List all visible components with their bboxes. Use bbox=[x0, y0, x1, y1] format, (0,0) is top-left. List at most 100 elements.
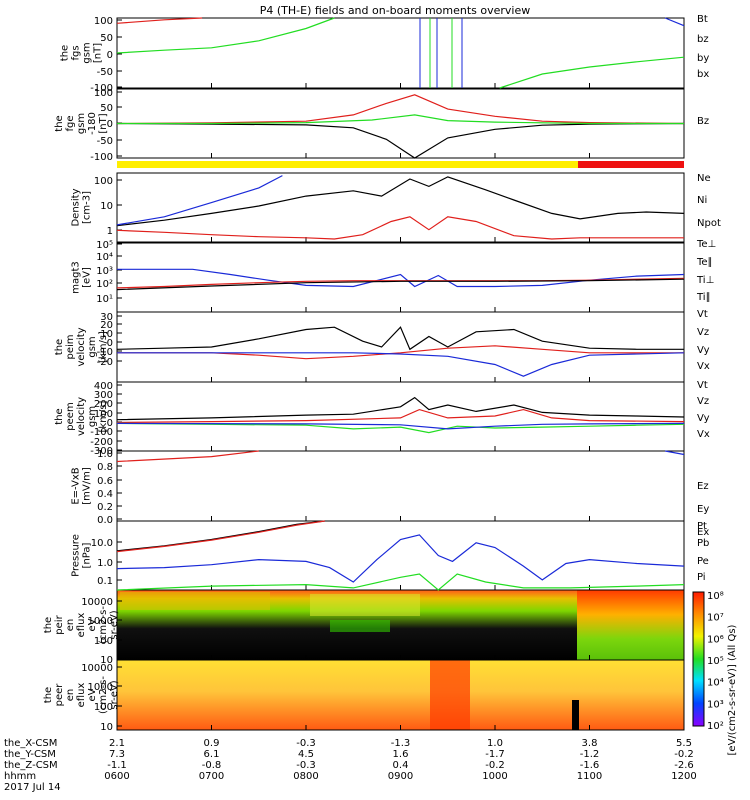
ylabel-peir: en bbox=[65, 619, 76, 632]
ytick-label-pressure: 1.0 bbox=[97, 558, 113, 569]
ytick-label-efield: 0.2 bbox=[97, 502, 113, 513]
ytick-label-peim: 0 bbox=[107, 338, 113, 349]
ytick-label-density: 1 bbox=[107, 226, 113, 237]
ytick-label-temp: 10³ bbox=[96, 266, 113, 277]
series-the-fgs-gsm-by bbox=[116, 17, 335, 54]
chart-title: P4 (TH-E) fields and on-board moments ov… bbox=[260, 4, 531, 17]
ylabel-peer: eflux bbox=[76, 683, 87, 708]
ytick-label-peer: 10000 bbox=[81, 663, 113, 674]
series-the-fgs-gsm-by bbox=[499, 56, 685, 89]
axis-date: 2017 Jul 14 bbox=[4, 782, 61, 793]
series-Pressure-Pb bbox=[116, 520, 325, 553]
ytick-label-peim: 10 bbox=[100, 329, 113, 340]
ytick-label-fgs: -100 bbox=[90, 83, 113, 94]
series-magt3-Ti⊥ bbox=[117, 268, 685, 288]
colorbar-tick: 10³ bbox=[707, 699, 724, 710]
ytick-label-fge: -50 bbox=[97, 136, 113, 147]
legend-peem-0: Vt bbox=[697, 380, 708, 391]
ylabel-peer: (cm2-s- bbox=[98, 676, 109, 714]
legend-density-1: Ni bbox=[697, 195, 707, 206]
ylabel-fgs: the bbox=[60, 45, 71, 61]
ylabel-peer: sr-eV) bbox=[109, 680, 120, 709]
series-the-peim-velocity-gsm-Vx bbox=[117, 352, 685, 377]
ylabel-fge: [nT] bbox=[98, 113, 109, 133]
ytick-label-efield: 1.0 bbox=[97, 449, 113, 460]
legend-pressure-2: Pe bbox=[697, 556, 709, 567]
ytick-label-peem: -200 bbox=[90, 437, 113, 448]
axis-value: -0.2 bbox=[674, 749, 694, 760]
legend-temp-2: Ti⊥ bbox=[696, 275, 714, 286]
series-the-peem-velocity-gsm-Vx bbox=[116, 422, 685, 430]
axis-value: -2.6 bbox=[674, 760, 694, 771]
axis-value: 6.1 bbox=[204, 749, 220, 760]
axis-value: 2.1 bbox=[109, 738, 125, 749]
ylabel-fge: fge bbox=[65, 115, 76, 131]
series-the-fge-gsm-180-bz bbox=[116, 94, 685, 125]
legend-temp-3: Ti∥ bbox=[696, 292, 711, 303]
ylabel-peer: eV bbox=[87, 688, 98, 701]
peer-green-patch bbox=[330, 620, 390, 632]
axis-value: 7.3 bbox=[109, 749, 125, 760]
x-axis-table: the_X-CSM 2.1 0.9 -0.3 -1.3 1.0 3.8 5.5 the_Y-CS… bbox=[4, 738, 697, 793]
ylabel-efield: E=-VxB bbox=[71, 467, 82, 504]
axis-value: -1.3 bbox=[391, 738, 411, 749]
ytick-label-pressure: 10.0 bbox=[91, 538, 113, 549]
legend-efield-1: Ey bbox=[697, 504, 709, 515]
series-the-fgs-gsm-bz bbox=[116, 17, 203, 24]
ytick-label-efield: 0.8 bbox=[97, 462, 113, 473]
ytick-label-density: 10 bbox=[100, 201, 113, 212]
peer-spectrogram bbox=[117, 660, 684, 730]
ytick-label-peir: 10 bbox=[100, 655, 113, 666]
series-Density-Ne bbox=[116, 216, 684, 240]
axis-row-label: hhmm bbox=[4, 771, 36, 782]
series-Density-Npot bbox=[116, 175, 283, 226]
ylabel-peer: en bbox=[65, 689, 76, 702]
axis-value: -0.8 bbox=[202, 760, 222, 771]
ylabel-fgs: gsm bbox=[82, 42, 93, 63]
ytick-label-peem: 400 bbox=[94, 381, 113, 392]
legend-pressure-0: Pt bbox=[697, 521, 707, 532]
ylabel-peem: [km/s] bbox=[98, 400, 109, 432]
axis-value: 5.5 bbox=[676, 738, 692, 749]
ylabel-peir: (cm2-s- bbox=[98, 606, 109, 644]
ylabel-peem: peem bbox=[65, 402, 76, 430]
series-the-peem-velocity-gsm-Vz bbox=[116, 408, 685, 424]
ytick-label-peem: -100 bbox=[90, 427, 113, 438]
ytick-label-peem: 200 bbox=[94, 399, 113, 410]
ytick-label-peim: 20 bbox=[100, 320, 113, 331]
ytick-label-temp: 10⁵ bbox=[96, 240, 113, 251]
ytick-label-peem: 300 bbox=[94, 390, 113, 401]
ylabel-peir: eV bbox=[87, 618, 98, 631]
axis-row-label: the_X-CSM bbox=[4, 738, 57, 749]
series-the-peem-velocity-gsm-Vt bbox=[116, 396, 685, 421]
ytick-label-peer: 1000 bbox=[88, 682, 113, 693]
ylabel-temp: magt3 bbox=[71, 261, 82, 294]
ytick-label-peem: 100 bbox=[94, 409, 113, 420]
ylabel-peem: the bbox=[54, 408, 65, 424]
axis-value: 4.5 bbox=[298, 749, 314, 760]
peir-spectrogram-right bbox=[577, 590, 684, 660]
series-the-fgs-gsm-bx bbox=[664, 17, 685, 27]
ytick-label-temp: 10⁴ bbox=[96, 252, 113, 263]
axis-value: 1000 bbox=[482, 771, 507, 782]
panel-frame-efield bbox=[116, 450, 685, 522]
legend-peim-0: Vt bbox=[697, 309, 708, 320]
legend-fgs-1: bz bbox=[697, 34, 709, 45]
ytick-label-efield: 0.4 bbox=[97, 489, 113, 500]
ytick-label-peim: -20 bbox=[97, 357, 113, 368]
axis-value: 1.0 bbox=[487, 738, 503, 749]
axis-value: 0.4 bbox=[393, 760, 409, 771]
ytick-label-fgs: 0 bbox=[107, 50, 113, 61]
ylabel-temp: [eV] bbox=[82, 267, 93, 288]
ylabel-peim: [km/s] bbox=[98, 331, 109, 363]
colorbar-label: [eV/(cm2-s-sr-eV)] (All Qs) bbox=[727, 624, 738, 755]
ytick-label-fge: 50 bbox=[100, 103, 113, 114]
ytick-label-fgs: 50 bbox=[100, 33, 113, 44]
ytick-label-peem: 0 bbox=[107, 418, 113, 429]
colorbar-tick: 10⁷ bbox=[707, 613, 724, 624]
ytick-label-efield: 0.0 bbox=[97, 515, 113, 526]
ylabel-density: [cm-3] bbox=[82, 191, 93, 224]
ytick-label-peer: 10 bbox=[100, 722, 113, 733]
colorbar-gradient bbox=[692, 591, 705, 727]
